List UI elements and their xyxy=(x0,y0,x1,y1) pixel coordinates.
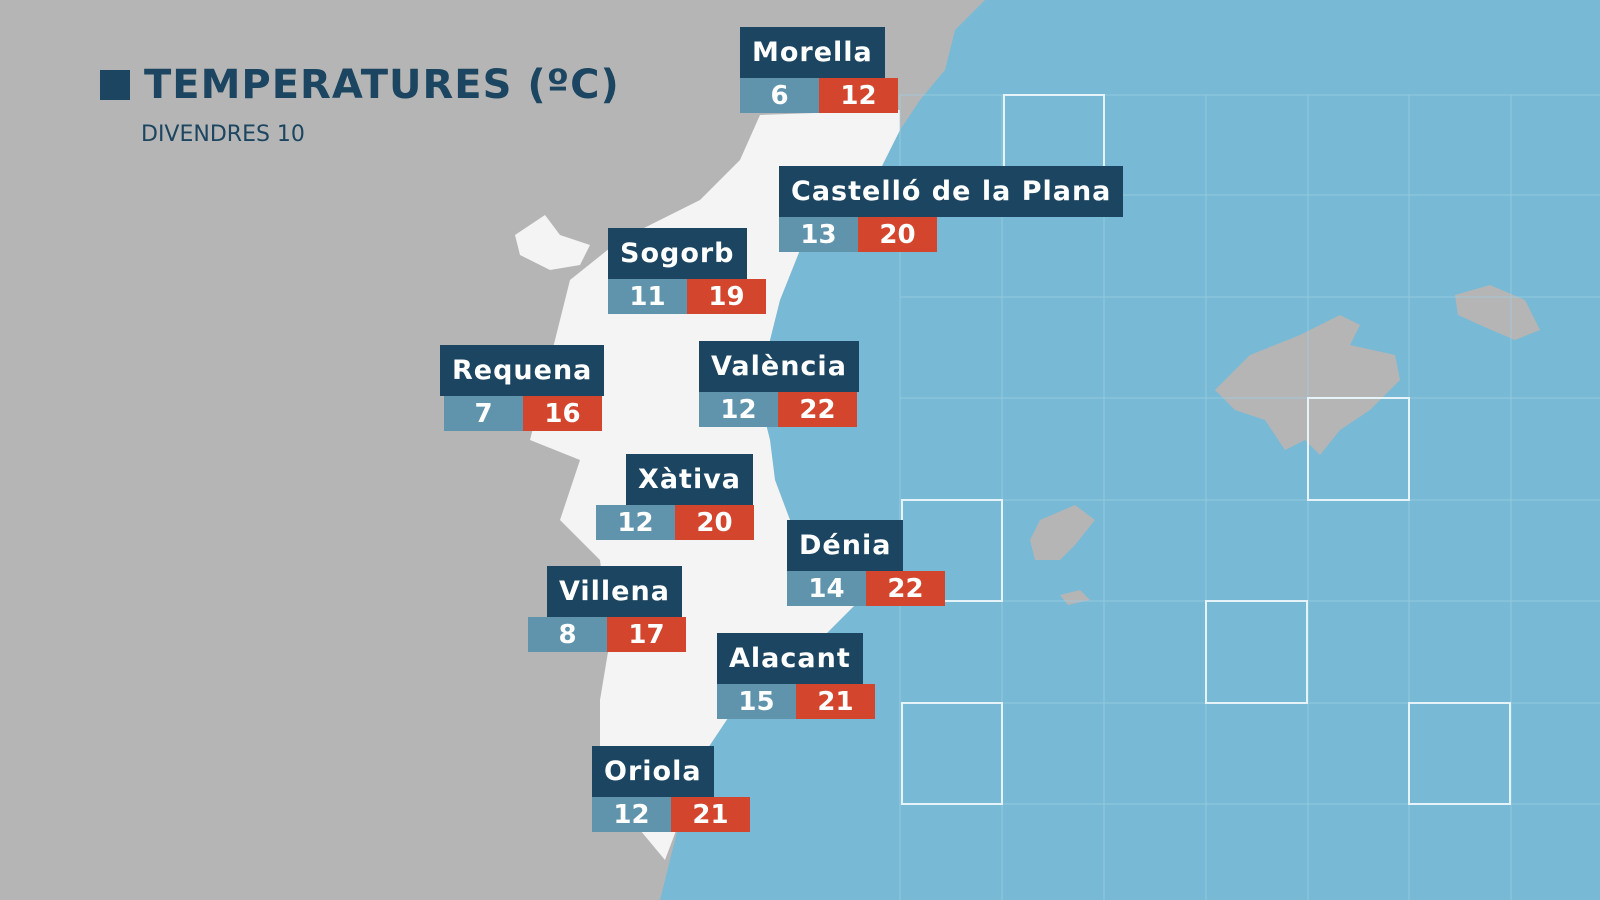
city-name: Requena xyxy=(440,345,605,396)
min-temp: 14 xyxy=(787,571,866,606)
min-temp: 15 xyxy=(717,684,796,719)
city-name: Dénia xyxy=(787,520,904,571)
max-temp: 19 xyxy=(687,279,766,314)
title: TEMPERATURES (ºC) xyxy=(100,62,620,108)
min-temp: 12 xyxy=(596,505,675,540)
max-temp: 17 xyxy=(607,617,686,652)
city-name: Alacant xyxy=(717,633,863,684)
city-name: Sogorb xyxy=(608,228,747,279)
city-name: Castelló de la Plana xyxy=(779,166,1124,217)
max-temp: 21 xyxy=(671,797,750,832)
max-temp: 16 xyxy=(523,396,602,431)
city-name: Oriola xyxy=(592,746,714,797)
min-temp: 12 xyxy=(592,797,671,832)
subtitle: DIVENDRES 10 xyxy=(141,122,305,147)
max-temp: 22 xyxy=(778,392,857,427)
city-name: Morella xyxy=(740,27,885,78)
menorca xyxy=(1455,285,1540,340)
max-temp: 12 xyxy=(819,78,898,113)
city-name: Xàtiva xyxy=(626,454,754,505)
min-temp: 12 xyxy=(699,392,778,427)
max-temp: 20 xyxy=(858,217,937,252)
title-text: TEMPERATURES (ºC) xyxy=(144,62,620,108)
land-inlet xyxy=(515,215,590,270)
city-name: València xyxy=(699,341,859,392)
max-temp: 21 xyxy=(796,684,875,719)
eivissa xyxy=(1030,505,1095,560)
min-temp: 7 xyxy=(444,396,523,431)
max-temp: 20 xyxy=(675,505,754,540)
min-temp: 13 xyxy=(779,217,858,252)
max-temp: 22 xyxy=(866,571,945,606)
min-temp: 6 xyxy=(740,78,819,113)
city-name: Villena xyxy=(547,566,682,617)
title-square xyxy=(100,70,130,100)
min-temp: 11 xyxy=(608,279,687,314)
min-temp: 8 xyxy=(528,617,607,652)
